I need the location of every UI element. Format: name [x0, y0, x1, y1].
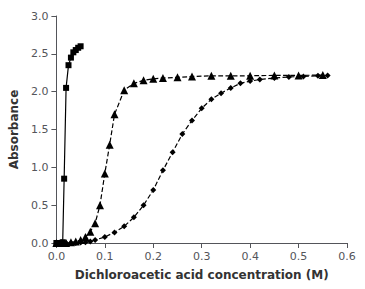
svg-text:3.0: 3.0 [31, 10, 49, 23]
svg-text:1.5: 1.5 [31, 123, 49, 136]
svg-text:0.1: 0.1 [96, 250, 114, 263]
svg-text:2.5: 2.5 [31, 47, 49, 60]
svg-text:0.5: 0.5 [290, 250, 308, 263]
svg-text:0.0: 0.0 [48, 250, 66, 263]
svg-text:Dichloroacetic acid concentrat: Dichloroacetic acid concentration (M) [75, 268, 329, 282]
svg-text:0.6: 0.6 [338, 250, 356, 263]
svg-text:Absorbance: Absorbance [7, 90, 21, 170]
svg-text:0.5: 0.5 [31, 199, 49, 212]
svg-text:0.0: 0.0 [31, 237, 49, 250]
svg-text:2.0: 2.0 [31, 85, 49, 98]
svg-text:0.3: 0.3 [193, 250, 211, 263]
svg-text:1.0: 1.0 [31, 161, 49, 174]
svg-text:0.2: 0.2 [145, 250, 163, 263]
svg-text:0.4: 0.4 [241, 250, 259, 263]
